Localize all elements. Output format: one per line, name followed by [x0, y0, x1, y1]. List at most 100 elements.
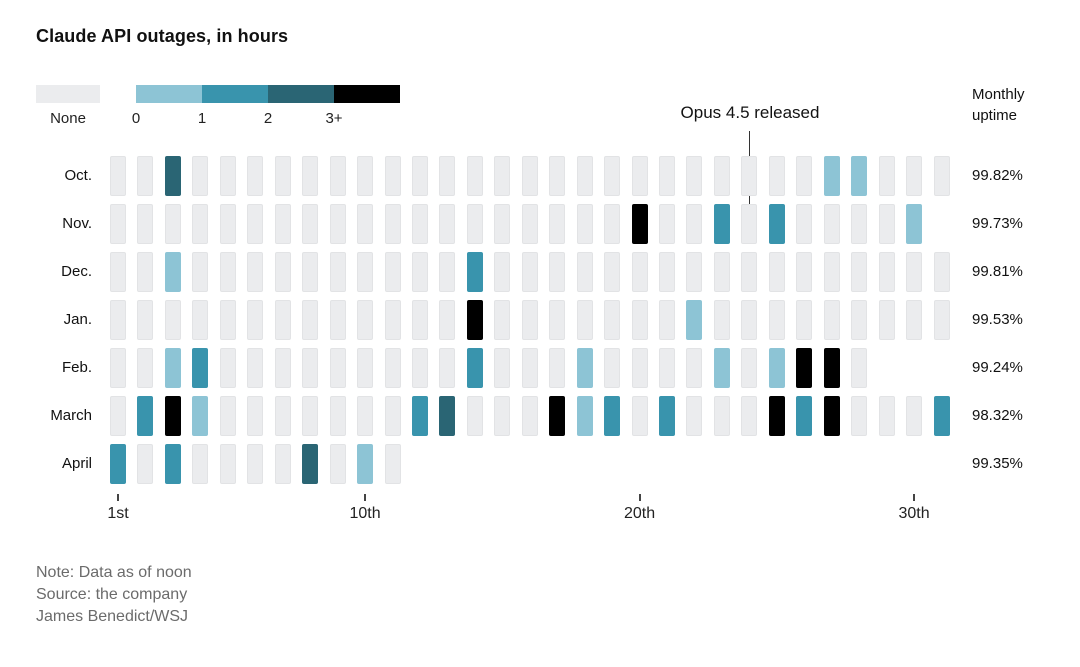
day-cell: [906, 300, 923, 340]
day-cell: [110, 348, 126, 388]
day-cell: [686, 300, 703, 340]
day-cell: [329, 444, 346, 484]
day-cell: [439, 300, 456, 340]
day-cell: [686, 156, 703, 196]
day-cell: [851, 156, 868, 196]
day-cell: [686, 348, 703, 388]
day-cell: [494, 252, 511, 292]
day-cell: [659, 300, 675, 340]
day-cell: [631, 348, 648, 388]
day-cell: [549, 156, 566, 196]
uptime-value: 99.82%: [972, 167, 1023, 184]
day-cell: [192, 204, 209, 244]
day-cell: [659, 156, 675, 196]
day-cell: [549, 348, 566, 388]
day-cell: [659, 252, 675, 292]
day-cell: [768, 156, 785, 196]
day-cell: [823, 300, 840, 340]
month-label: Oct.: [64, 167, 92, 184]
legend-none-label: None: [50, 110, 86, 127]
day-cell: [851, 348, 868, 388]
day-cell: [110, 396, 126, 436]
day-cell: [439, 156, 456, 196]
day-cell: [219, 348, 236, 388]
month-label: Jan.: [63, 311, 92, 328]
day-cell: [384, 348, 401, 388]
uptime-header-line1: Monthly: [972, 86, 1025, 103]
day-cell: [439, 204, 456, 244]
day-cell: [466, 204, 483, 244]
day-cell: [137, 300, 154, 340]
day-cell: [164, 252, 181, 292]
uptime-value: 99.73%: [972, 215, 1023, 232]
uptime-value: 99.81%: [972, 263, 1023, 280]
day-cell: [741, 348, 758, 388]
footer: Note: Data as of noon Source: the compan…: [36, 562, 192, 628]
day-cell: [576, 396, 593, 436]
day-cell: [329, 396, 346, 436]
month-label: March: [50, 407, 92, 424]
day-cell: [247, 252, 264, 292]
day-cell: [137, 252, 154, 292]
day-cell: [411, 348, 428, 388]
legend-segment-2: [268, 85, 334, 103]
day-cell: [137, 156, 154, 196]
day-cell: [521, 252, 538, 292]
day-cell: [164, 348, 181, 388]
day-cell: [110, 444, 126, 484]
day-cell: [549, 204, 566, 244]
day-cell: [137, 204, 154, 244]
day-cell: [274, 396, 291, 436]
day-cell: [274, 348, 291, 388]
footer-source: Source: the company: [36, 586, 188, 603]
footer-byline: James Benedict/WSJ: [36, 608, 189, 625]
day-cell: [741, 204, 758, 244]
legend-segment-0: [136, 85, 202, 103]
day-cell: [823, 156, 840, 196]
day-cell: [302, 396, 319, 436]
uptime-value: 99.53%: [972, 311, 1023, 328]
day-cell: [521, 396, 538, 436]
day-cell: [521, 204, 538, 244]
day-cell: [741, 156, 758, 196]
legend-threshold-label-3: 3+: [325, 110, 343, 127]
day-cell: [192, 300, 209, 340]
day-cell: [302, 252, 319, 292]
day-cell: [549, 252, 566, 292]
day-cell: [329, 252, 346, 292]
day-cell: [411, 252, 428, 292]
day-cell: [274, 300, 291, 340]
day-cell: [329, 300, 346, 340]
day-cell: [192, 348, 209, 388]
day-cell: [851, 252, 868, 292]
day-cell: [137, 396, 154, 436]
day-cell: [686, 204, 703, 244]
day-cell: [933, 300, 950, 340]
day-cell: [110, 300, 126, 340]
day-cell: [741, 252, 758, 292]
day-cell: [741, 396, 758, 436]
legend-segment-1: [202, 85, 268, 103]
day-cell: [604, 396, 621, 436]
day-cell: [274, 252, 291, 292]
day-cell: [686, 396, 703, 436]
day-cell: [604, 348, 621, 388]
day-cell: [357, 300, 374, 340]
day-cell: [604, 252, 621, 292]
legend-threshold-label-0: 0: [131, 110, 141, 127]
day-cell: [549, 396, 566, 436]
day-cell: [659, 204, 675, 244]
day-cell: [521, 156, 538, 196]
day-cell: [796, 252, 813, 292]
day-cell: [302, 156, 319, 196]
day-cell: [631, 300, 648, 340]
day-cell: [659, 396, 675, 436]
day-cell: [247, 396, 264, 436]
day-cell: [576, 300, 593, 340]
day-cell: [576, 252, 593, 292]
monthly-uptime-header: Monthly uptime: [972, 84, 1025, 126]
axis-tick: [638, 494, 641, 501]
day-cell: [247, 348, 264, 388]
day-cell: [933, 156, 950, 196]
day-cell: [137, 444, 154, 484]
